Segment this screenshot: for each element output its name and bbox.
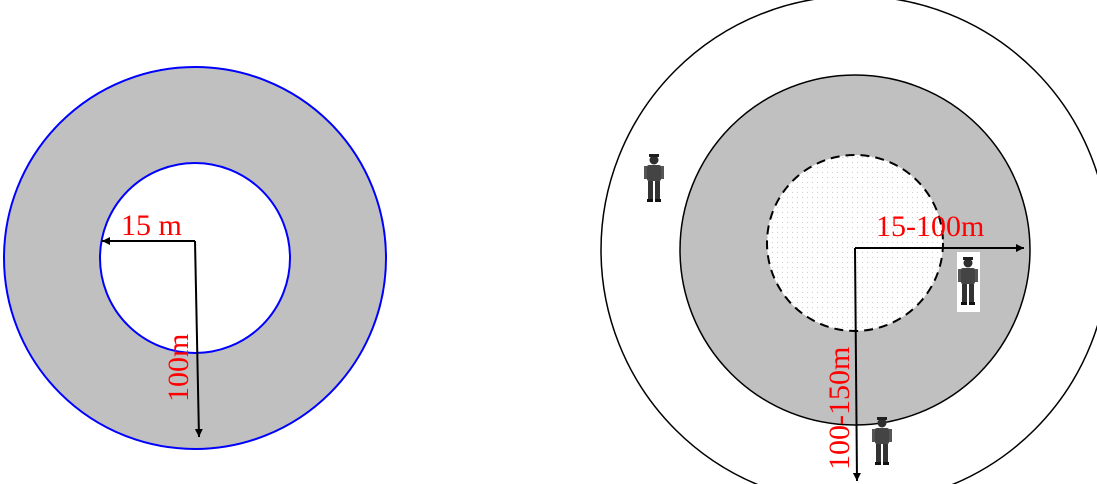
right-middle-radius-label: 15-100m — [876, 210, 984, 243]
right-outer-radius-arrow — [852, 247, 861, 482]
left-inner-radius-label: 15 m — [121, 209, 182, 242]
left-outer-radius-label: 100m — [162, 334, 195, 402]
left-zone-diagram: 15 m 100m — [3, 66, 387, 450]
left-outer-radius-arrow — [194, 240, 203, 438]
right-zone-diagram: 15-100m 100-150m — [600, 0, 1097, 484]
right-outer-radius-label: 100-150m — [823, 347, 856, 470]
